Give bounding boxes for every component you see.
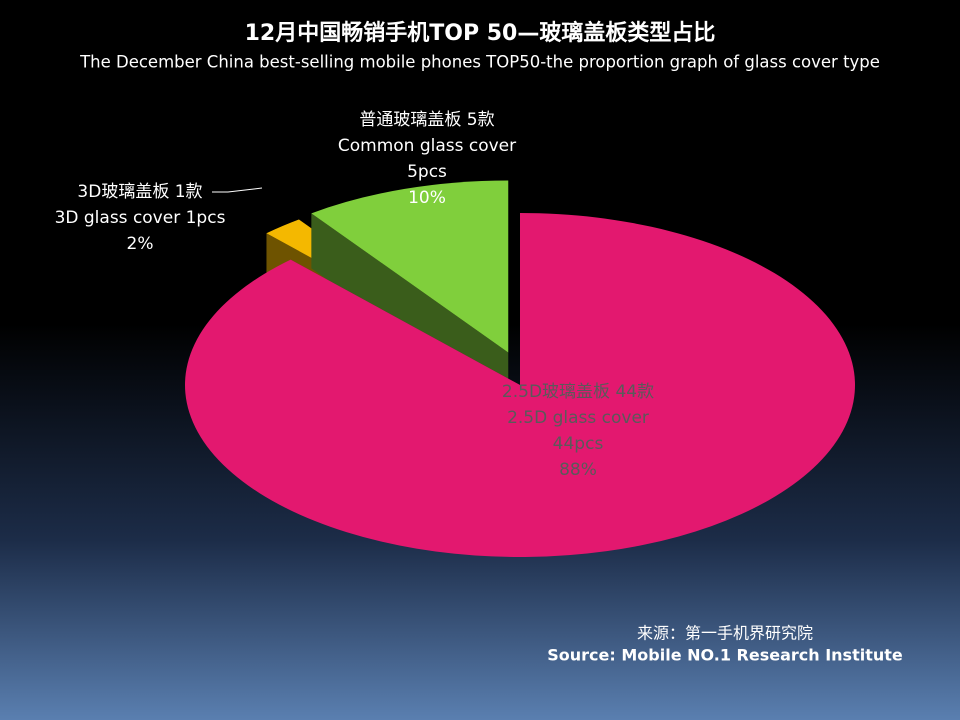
label-part: 1款	[175, 182, 203, 202]
label-part: 88%	[559, 460, 597, 480]
slice-label: 普通玻璃盖板 5款	[359, 110, 494, 130]
leader-line	[212, 187, 263, 193]
label-part: 1pcs	[186, 208, 226, 228]
label-part: 2%	[127, 234, 154, 254]
label-part: 5款	[467, 110, 495, 130]
slice-label: 10%	[408, 188, 446, 208]
slice-label: 5pcs	[407, 162, 447, 182]
source-cn: 来源：第一手机界研究院	[637, 624, 813, 643]
label-part: 10%	[408, 188, 446, 208]
slice-top	[311, 180, 509, 353]
label-part: 3D玻璃盖板	[77, 182, 169, 202]
label-part: Common glass cover	[338, 136, 516, 156]
chart-subtitle: The December China best-selling mobile p…	[79, 53, 880, 72]
labels: 2.5D玻璃盖板 44款 2.5D glass cover 44pcs 88% 3D玻璃…	[55, 110, 655, 480]
slice-label: 3D glass cover 1pcs	[55, 208, 226, 228]
slice-label: 3D玻璃盖板 1款	[77, 182, 202, 202]
label-part: 44款	[615, 382, 654, 402]
slice	[185, 213, 855, 557]
pie	[185, 180, 855, 557]
slice-label: 2.5D glass cover	[507, 408, 649, 428]
label-part: 3D glass cover	[55, 208, 181, 228]
slice-label: 88%	[559, 460, 597, 480]
label-part: 2.5D玻璃盖板	[502, 382, 610, 402]
slice-label: Common glass cover	[338, 136, 516, 156]
label-part: 普通玻璃盖板	[359, 110, 461, 130]
chart-title: 12月中国畅销手机TOP 50—玻璃盖板类型占比	[245, 20, 716, 46]
slice-label: 2.5D玻璃盖板 44款	[502, 382, 654, 402]
slice-label: 44pcs	[553, 434, 604, 454]
slice-top	[185, 213, 855, 557]
label-part: 2.5D glass cover	[507, 408, 649, 428]
label-part: 44pcs	[553, 434, 604, 454]
slice-label: 2%	[127, 234, 154, 254]
label-part: 5pcs	[407, 162, 447, 182]
source-en: Source: Mobile NO.1 Research Institute	[547, 646, 903, 665]
